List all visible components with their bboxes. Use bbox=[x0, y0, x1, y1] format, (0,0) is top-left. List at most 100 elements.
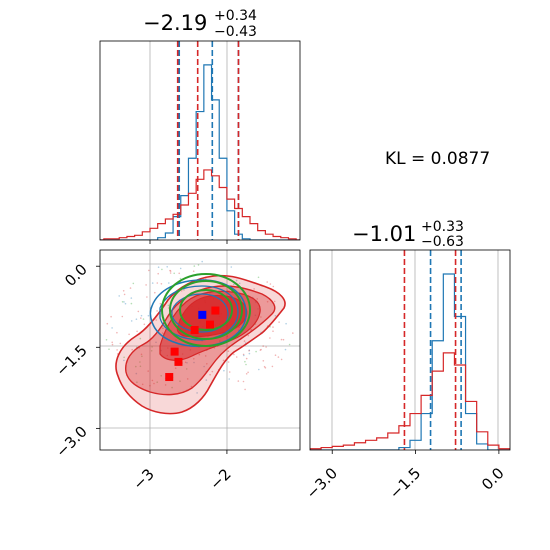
right-title-minus: −0.63 bbox=[421, 234, 464, 250]
red-square-marker bbox=[170, 347, 179, 356]
scatter-point bbox=[209, 373, 211, 376]
scatter-point bbox=[228, 378, 230, 380]
scatter-point bbox=[136, 330, 138, 333]
right-panel-title: −1.01 +0.33 −0.63 bbox=[352, 219, 464, 250]
scatter-point bbox=[272, 326, 274, 328]
scatter-point bbox=[123, 301, 125, 303]
scatter-point bbox=[160, 283, 163, 285]
red-square-marker bbox=[206, 320, 214, 329]
sample-markers bbox=[165, 306, 220, 382]
green-contour-middle bbox=[169, 280, 243, 340]
right-title-median: −1.01 bbox=[352, 222, 416, 246]
scatter-point bbox=[130, 297, 133, 299]
scatter-point bbox=[235, 356, 238, 358]
top-panel-title: −2.19 +0.34 −0.43 bbox=[143, 8, 257, 40]
histogram-line bbox=[310, 352, 510, 450]
scatter-point bbox=[272, 330, 274, 333]
histogram-line bbox=[100, 64, 300, 240]
right-title-plus: +0.33 bbox=[421, 219, 464, 235]
scatter-point bbox=[258, 368, 260, 371]
scatter-point bbox=[237, 380, 240, 382]
scatter-point bbox=[233, 353, 235, 356]
right-x-tick-label: 0.0 bbox=[478, 464, 508, 494]
scatter-point bbox=[121, 301, 124, 303]
red-density-contours bbox=[115, 274, 286, 415]
scatter-point bbox=[278, 321, 280, 323]
joint-y-tick-label: −3.0 bbox=[52, 422, 90, 460]
scatter-point bbox=[166, 266, 168, 268]
scatter-point bbox=[192, 270, 195, 273]
scatter-point bbox=[262, 360, 265, 362]
red-square-marker bbox=[211, 306, 220, 315]
right-histogram-series bbox=[310, 250, 510, 450]
scatter-point bbox=[245, 357, 248, 360]
scatter-point bbox=[196, 392, 198, 394]
scatter-point bbox=[147, 370, 149, 372]
scatter-point bbox=[179, 277, 182, 280]
scatter-point bbox=[244, 360, 246, 363]
scatter-point bbox=[123, 356, 125, 359]
scatter-point bbox=[271, 365, 274, 368]
scatter-point bbox=[274, 354, 277, 357]
scatter-point bbox=[169, 272, 172, 274]
scatter-point bbox=[123, 359, 125, 362]
y-marginal-histogram-panel: −3.0 −1.5 0.0 bbox=[303, 249, 511, 503]
joint-grid bbox=[100, 250, 300, 450]
scatter-point bbox=[265, 346, 267, 348]
scatter-point bbox=[205, 379, 208, 381]
scatter-point bbox=[111, 327, 113, 329]
blue-contour-outer bbox=[149, 279, 247, 348]
scatter-point bbox=[280, 338, 283, 341]
right-panel-grid bbox=[331, 250, 499, 450]
scatter-point bbox=[264, 367, 267, 369]
scatter-point bbox=[155, 319, 157, 321]
scatter-point bbox=[132, 282, 135, 285]
scatter-point bbox=[169, 269, 171, 272]
scatter-point bbox=[171, 386, 173, 389]
scatter-point bbox=[256, 298, 259, 300]
top-title-median: −2.19 bbox=[143, 11, 207, 35]
scatter-point bbox=[162, 327, 164, 330]
scatter-point bbox=[242, 353, 245, 356]
scatter-point bbox=[150, 350, 153, 352]
scatter-point bbox=[198, 353, 201, 356]
green-contours bbox=[161, 273, 251, 347]
scatter-point bbox=[140, 314, 143, 317]
scatter-point bbox=[167, 304, 170, 307]
scatter-point bbox=[269, 283, 272, 285]
scatter-point bbox=[288, 343, 291, 346]
scatter-point bbox=[242, 380, 245, 383]
scatter-point bbox=[201, 260, 203, 263]
scatter-point bbox=[164, 384, 167, 386]
scatter-point bbox=[151, 346, 153, 348]
scatter-point bbox=[137, 310, 140, 313]
scatter-point bbox=[116, 331, 118, 334]
scatter-point bbox=[105, 339, 108, 341]
scatter-point bbox=[253, 288, 255, 290]
scatter-point bbox=[161, 268, 163, 271]
scatter-point bbox=[249, 329, 252, 331]
scatter-point bbox=[149, 384, 151, 387]
scatter-point bbox=[274, 315, 277, 317]
scatter-point bbox=[250, 328, 253, 331]
right-ticks: −3.0 −1.5 0.0 bbox=[303, 450, 508, 503]
top-panel-frame bbox=[99, 40, 301, 241]
scatter-point bbox=[211, 370, 214, 373]
scatter-point bbox=[156, 282, 159, 284]
scatter-point bbox=[228, 371, 231, 373]
scatter-point bbox=[233, 283, 235, 286]
scatter-point bbox=[146, 296, 148, 298]
scatter-point bbox=[169, 270, 172, 272]
scatter-point bbox=[161, 332, 164, 334]
scatter-point bbox=[141, 355, 143, 358]
scatter-point bbox=[260, 348, 262, 351]
scatter-point bbox=[245, 373, 248, 375]
scatter-point bbox=[159, 302, 162, 305]
blue-contour-inner bbox=[171, 293, 229, 333]
scatter-point bbox=[110, 315, 112, 318]
scatter-point bbox=[111, 343, 114, 346]
scatter-point bbox=[243, 340, 246, 342]
scatter-point bbox=[116, 349, 118, 351]
scatter-point bbox=[135, 372, 138, 375]
